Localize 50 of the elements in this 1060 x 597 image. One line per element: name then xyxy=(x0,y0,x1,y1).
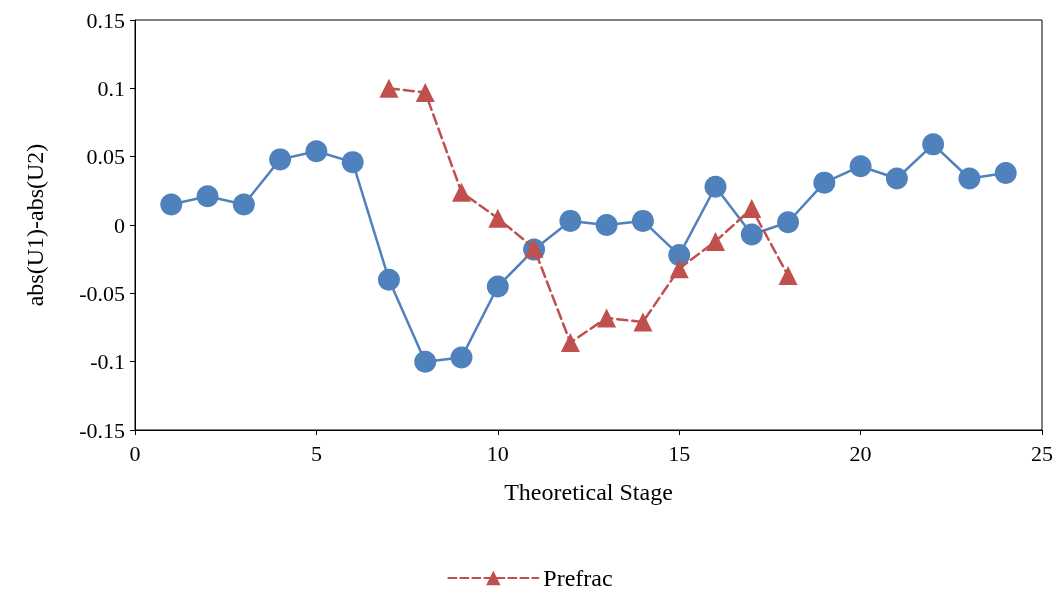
x-tick-label: 10 xyxy=(486,440,509,466)
y-tick-label: -0.15 xyxy=(79,417,125,443)
point xyxy=(414,350,437,373)
y-tick-label: -0.1 xyxy=(90,349,125,375)
point xyxy=(452,182,472,202)
point xyxy=(305,140,328,163)
point xyxy=(777,211,800,234)
point xyxy=(486,275,509,298)
point xyxy=(377,268,400,291)
point xyxy=(813,171,836,194)
point xyxy=(450,346,473,369)
point xyxy=(559,209,582,232)
y-tick-label: 0.05 xyxy=(86,144,125,170)
point xyxy=(379,78,399,98)
point xyxy=(341,151,364,174)
point xyxy=(958,167,981,190)
point xyxy=(742,199,762,219)
point xyxy=(633,312,653,332)
x-tick-label: 20 xyxy=(849,440,872,466)
point xyxy=(160,193,183,216)
point xyxy=(560,333,580,353)
x-tick-label: 0 xyxy=(129,440,141,466)
point xyxy=(885,167,908,190)
point xyxy=(488,208,508,228)
point xyxy=(740,223,763,246)
legend-label: Prefrac xyxy=(543,565,613,591)
point xyxy=(704,175,727,198)
point xyxy=(415,82,435,102)
point xyxy=(922,133,945,156)
point xyxy=(669,259,689,279)
point xyxy=(196,185,219,208)
point xyxy=(595,214,618,236)
point xyxy=(269,148,292,171)
y-tick-label: -0.05 xyxy=(79,280,125,306)
y-tick-label: 0.1 xyxy=(97,75,125,101)
x-tick-label: 5 xyxy=(310,440,322,466)
point xyxy=(849,155,872,178)
x-tick-label: 25 xyxy=(1031,440,1053,466)
y-tick-label: 0 xyxy=(114,212,125,238)
x-tick-label: 15 xyxy=(668,440,691,466)
y-axis-title: abs(U1)-abs(U2) xyxy=(22,143,48,307)
point xyxy=(778,266,798,286)
point xyxy=(232,193,255,216)
point xyxy=(631,209,654,232)
point xyxy=(597,308,617,328)
point xyxy=(705,231,725,251)
y-tick-label: 0.15 xyxy=(86,7,125,33)
x-axis-title: Theoretical Stage xyxy=(504,479,673,505)
point xyxy=(994,162,1017,185)
point xyxy=(668,244,691,267)
